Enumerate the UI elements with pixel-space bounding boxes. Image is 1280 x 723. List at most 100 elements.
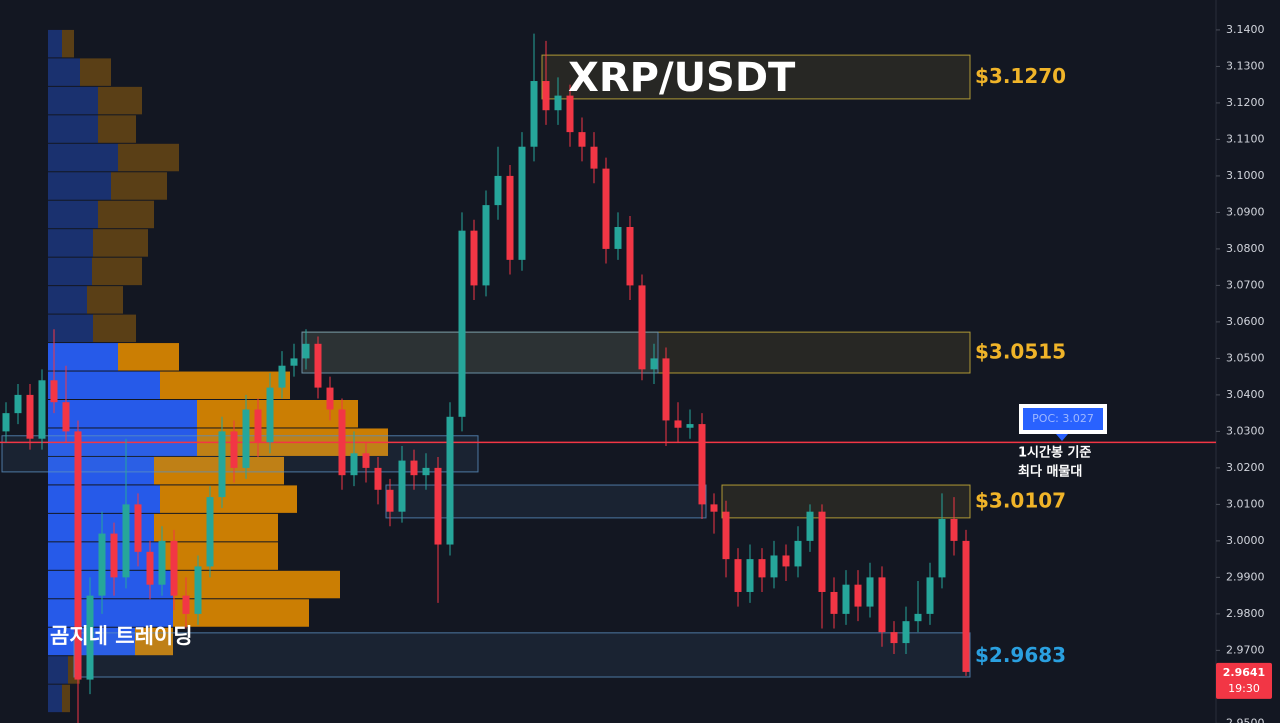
y-tick-label: 3.1200 — [1226, 96, 1265, 109]
candle-body — [710, 504, 718, 512]
y-tick-label: 3.1000 — [1226, 169, 1265, 182]
y-tick-label: 3.0500 — [1226, 351, 1265, 364]
profile-up — [48, 314, 93, 343]
candle-body — [686, 424, 694, 428]
candle-body — [782, 555, 790, 567]
profile-up — [48, 172, 111, 200]
candle-body — [590, 146, 598, 169]
candle-body — [722, 511, 730, 560]
candle-body — [830, 591, 838, 614]
candle-body — [650, 358, 658, 370]
candle-body — [770, 555, 778, 578]
candle-body — [326, 387, 334, 410]
candle-body — [914, 613, 922, 622]
profile-down — [118, 343, 179, 371]
candle-body — [434, 467, 442, 545]
candle-body — [278, 365, 286, 388]
candle-body — [254, 409, 262, 443]
candle-body — [350, 453, 358, 476]
profile-up — [48, 286, 87, 314]
y-tick-label: 3.0700 — [1226, 278, 1265, 291]
candle-body — [626, 227, 634, 286]
profile-down — [135, 627, 173, 656]
candle-body — [578, 132, 586, 147]
candle-body — [542, 81, 550, 111]
last-price: 2.9641 — [1223, 666, 1265, 679]
candle-body — [614, 227, 622, 249]
candle-body — [170, 540, 178, 596]
candle-body — [698, 424, 706, 505]
zone-label: $2.9683 — [975, 643, 1066, 667]
y-tick-label: 3.1300 — [1226, 59, 1265, 72]
profile-down — [93, 314, 136, 343]
candle-body — [38, 380, 46, 439]
zone-label: $3.1270 — [975, 64, 1066, 88]
y-tick-label: 3.0300 — [1226, 424, 1265, 437]
candle-body — [398, 460, 406, 512]
zone-box — [721, 484, 971, 519]
candle-body — [122, 504, 130, 578]
profile-up — [48, 229, 93, 257]
candle-body — [470, 230, 478, 286]
y-tick-label: 3.1100 — [1226, 132, 1265, 145]
profile-down — [98, 200, 154, 229]
candle-body — [158, 540, 166, 585]
candle-body — [494, 175, 502, 206]
candle-body — [794, 540, 802, 567]
candle-body — [314, 343, 322, 388]
profile-down — [87, 286, 123, 314]
y-tick-label: 3.0000 — [1226, 534, 1265, 547]
zone-label: $3.0515 — [975, 339, 1066, 363]
zone-box — [541, 54, 971, 100]
profile-down — [62, 29, 74, 58]
profile-up — [48, 456, 154, 485]
candle-body — [422, 467, 430, 476]
candle-body — [806, 511, 814, 541]
candle-body — [878, 577, 886, 633]
candle-body — [734, 559, 742, 592]
zone-label: $3.0107 — [975, 488, 1066, 512]
candle-body — [962, 540, 970, 672]
candle-body — [2, 413, 10, 432]
profile-down — [160, 485, 297, 513]
profile-down — [80, 58, 111, 86]
profile-up — [48, 115, 98, 143]
candle-body — [890, 632, 898, 644]
y-tick-label: 3.0100 — [1226, 497, 1265, 510]
candle-body — [362, 453, 370, 468]
candle-body — [230, 431, 238, 468]
candle-body — [290, 358, 298, 366]
watermark: 곰지네 트레이딩 — [50, 624, 193, 648]
profile-up — [48, 684, 62, 713]
y-tick-label: 2.9500 — [1226, 716, 1265, 723]
zone-box — [385, 484, 707, 519]
profile-up — [48, 86, 98, 115]
y-tick-label: 3.0800 — [1226, 242, 1265, 255]
profile-down — [93, 229, 148, 257]
candle-body — [86, 595, 94, 680]
candle-body — [530, 81, 538, 147]
profile-up — [48, 599, 173, 627]
profile-down — [98, 115, 136, 143]
candle-body — [410, 460, 418, 476]
y-tick-label: 3.0600 — [1226, 315, 1265, 328]
zone-box — [1, 435, 479, 473]
candle-body — [302, 343, 310, 359]
candle-body — [818, 511, 826, 592]
profile-down — [92, 257, 142, 286]
candle-body — [14, 394, 22, 414]
candle-body — [242, 409, 250, 468]
candle-body — [950, 518, 958, 541]
y-tick-label: 3.0200 — [1226, 461, 1265, 474]
profile-down — [118, 143, 179, 172]
zone-box — [301, 331, 659, 374]
candle-body — [206, 497, 214, 567]
profile-up — [48, 656, 68, 684]
candle-body — [506, 175, 514, 260]
candle-body — [566, 95, 574, 133]
candle-body — [218, 431, 226, 498]
candle-body — [554, 95, 562, 111]
profile-up — [48, 485, 160, 513]
candle-body — [518, 146, 526, 260]
